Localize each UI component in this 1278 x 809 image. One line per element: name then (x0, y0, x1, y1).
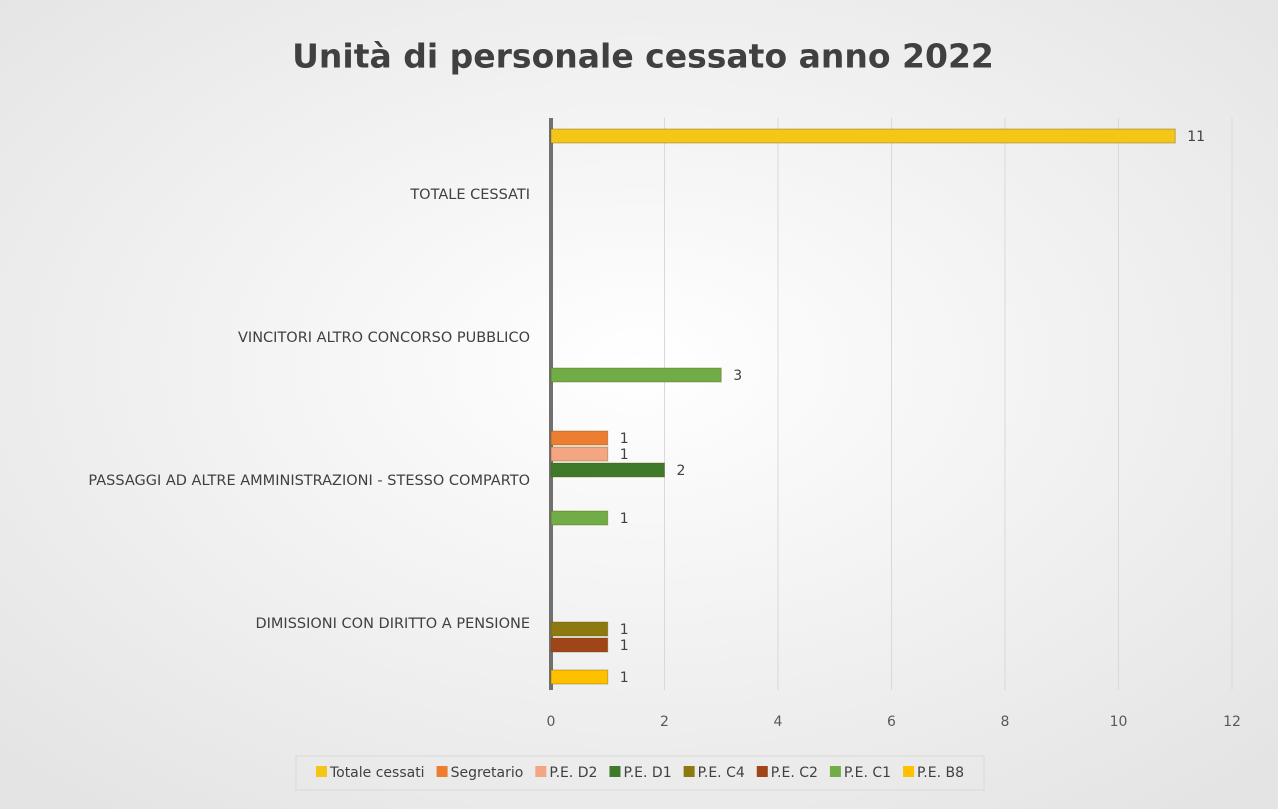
legend-swatch (436, 766, 448, 777)
y-tick-label: PASSAGGI AD ALTRE AMMINISTRAZIONI - STES… (88, 473, 530, 489)
x-tick-label: 6 (887, 714, 896, 730)
y-tick-label: DIMISSIONI CON DIRITTO A PENSIONE (255, 616, 530, 632)
legend-swatch (903, 766, 915, 777)
legend-label: P.E. B8 (917, 765, 964, 781)
data-label: 1 (620, 670, 629, 686)
bar (550, 430, 609, 446)
bar (550, 621, 609, 637)
legend-label: P.E. C4 (698, 765, 745, 781)
legend-label: P.E. D2 (549, 765, 597, 781)
legend-swatch (535, 766, 547, 777)
x-tick-label: 0 (547, 714, 556, 730)
legend-swatch (609, 766, 621, 777)
legend-swatch (315, 766, 327, 777)
y-tick-label: TOTALE CESSATI (409, 187, 530, 203)
legend-label: Totale cessati (329, 765, 425, 781)
bar (550, 510, 609, 526)
legend-label: Segretario (451, 765, 524, 781)
bar (550, 669, 609, 685)
data-label: 1 (620, 638, 629, 654)
x-tick-label: 2 (660, 714, 669, 730)
data-label: 1 (620, 431, 629, 447)
bar (550, 128, 1176, 144)
bar (550, 446, 609, 462)
bar (550, 367, 722, 383)
data-label: 1 (620, 511, 629, 527)
legend-swatch (829, 766, 841, 777)
legend-label: P.E. D1 (623, 765, 671, 781)
legend-box (295, 755, 985, 791)
legend-label: P.E. C1 (844, 765, 891, 781)
legend-label: P.E. C2 (771, 765, 818, 781)
chart-title: Unità di personale cessato anno 2022 (292, 37, 994, 76)
x-tick-label: 4 (774, 714, 783, 730)
bar (550, 637, 609, 653)
data-label: 1 (620, 622, 629, 638)
x-tick-label: 12 (1223, 714, 1241, 730)
data-label: 1 (620, 447, 629, 463)
data-label: 11 (1187, 129, 1205, 145)
legend-swatch (683, 766, 695, 777)
x-tick-label: 8 (1001, 714, 1010, 730)
data-label: 3 (733, 368, 742, 384)
x-tick-label: 10 (1110, 714, 1128, 730)
y-tick-label: VINCITORI ALTRO CONCORSO PUBBLICO (238, 330, 530, 346)
data-label: 2 (677, 463, 686, 479)
bar (550, 462, 665, 478)
legend-swatch (756, 766, 768, 777)
